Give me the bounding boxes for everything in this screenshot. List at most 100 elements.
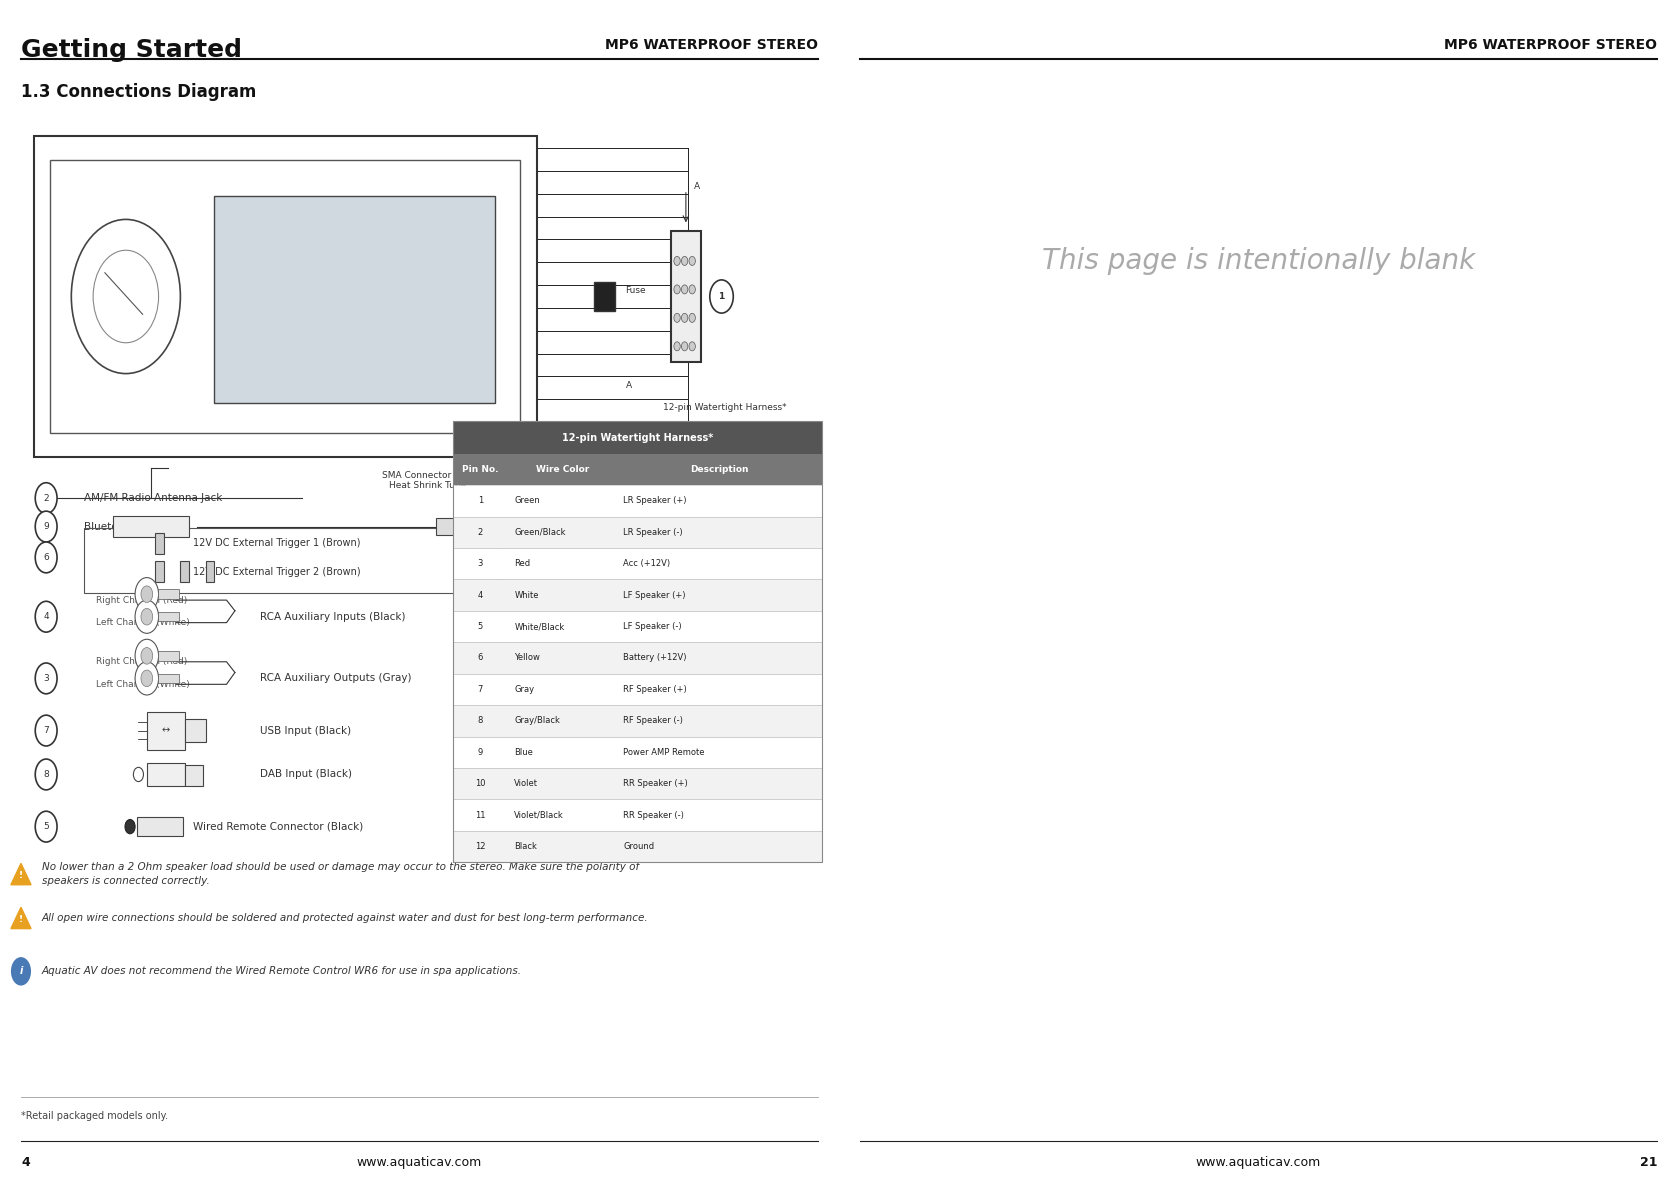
Text: 12-pin Watertight Harness*: 12-pin Watertight Harness* bbox=[562, 433, 713, 442]
Circle shape bbox=[70, 219, 180, 374]
Bar bbox=[180, 561, 188, 582]
Text: www.aquaticav.com: www.aquaticav.com bbox=[1196, 1156, 1321, 1169]
Text: USB Input (Black): USB Input (Black) bbox=[260, 726, 351, 735]
Bar bbox=[453, 421, 822, 862]
Text: LF Speaker (-): LF Speaker (-) bbox=[623, 621, 681, 631]
Circle shape bbox=[133, 767, 143, 782]
Text: ↔: ↔ bbox=[161, 726, 169, 735]
Bar bbox=[453, 643, 822, 674]
Text: 1: 1 bbox=[718, 292, 725, 301]
Text: LF Speaker (+): LF Speaker (+) bbox=[623, 591, 686, 600]
Text: Pin No.: Pin No. bbox=[461, 465, 498, 474]
Circle shape bbox=[35, 759, 57, 790]
Bar bbox=[84, 528, 503, 593]
Bar bbox=[158, 589, 178, 599]
Text: AM/FM Radio Antenna Jack: AM/FM Radio Antenna Jack bbox=[84, 493, 221, 503]
Text: 4: 4 bbox=[478, 591, 483, 600]
Text: MP6 WATERPROOF STEREO: MP6 WATERPROOF STEREO bbox=[1445, 38, 1658, 52]
Text: LR Speaker (+): LR Speaker (+) bbox=[623, 496, 686, 505]
Circle shape bbox=[681, 313, 688, 323]
Text: 3: 3 bbox=[478, 559, 483, 568]
Text: Aquatic AV does not recommend the Wired Remote Control WR6 for use in spa applic: Aquatic AV does not recommend the Wired … bbox=[42, 967, 522, 976]
Bar bbox=[453, 485, 822, 517]
Polygon shape bbox=[10, 907, 30, 929]
Text: MP6 WATERPROOF STEREO: MP6 WATERPROOF STEREO bbox=[606, 38, 819, 52]
Circle shape bbox=[35, 483, 57, 514]
Text: 1: 1 bbox=[478, 496, 483, 505]
Bar bbox=[154, 561, 164, 582]
Text: 3: 3 bbox=[44, 674, 49, 683]
Text: DAB Input (Black): DAB Input (Black) bbox=[260, 770, 352, 779]
Circle shape bbox=[675, 256, 680, 266]
Circle shape bbox=[681, 285, 688, 294]
Text: Violet: Violet bbox=[513, 779, 539, 789]
Text: No lower than a 2 Ohm speaker load should be used or damage may occur to the ste: No lower than a 2 Ohm speaker load shoul… bbox=[42, 862, 639, 886]
Circle shape bbox=[92, 250, 159, 343]
Circle shape bbox=[141, 670, 153, 687]
Text: Acc (+12V): Acc (+12V) bbox=[623, 559, 671, 568]
Bar bbox=[158, 651, 178, 661]
Text: 12V DC External Trigger 2 (Brown): 12V DC External Trigger 2 (Brown) bbox=[193, 567, 361, 576]
Text: Getting Started: Getting Started bbox=[20, 38, 242, 62]
Text: *Retail packaged models only.: *Retail packaged models only. bbox=[20, 1111, 168, 1121]
Text: 21: 21 bbox=[1639, 1156, 1658, 1169]
Text: Green: Green bbox=[513, 496, 540, 505]
Circle shape bbox=[35, 663, 57, 694]
Text: RF Speaker (-): RF Speaker (-) bbox=[623, 716, 683, 726]
Bar bbox=[185, 719, 205, 742]
Circle shape bbox=[675, 313, 680, 323]
Bar bbox=[50, 160, 520, 433]
Text: Battery (+12V): Battery (+12V) bbox=[623, 653, 686, 663]
Text: 11: 11 bbox=[475, 810, 485, 820]
Circle shape bbox=[35, 542, 57, 573]
Circle shape bbox=[35, 715, 57, 746]
Text: 10: 10 bbox=[475, 779, 485, 789]
Text: Ground: Ground bbox=[623, 842, 654, 852]
Text: Wired Remote Connector (Black): Wired Remote Connector (Black) bbox=[193, 822, 362, 831]
Bar bbox=[148, 763, 185, 786]
Text: Left Channel (White): Left Channel (White) bbox=[96, 618, 190, 627]
Text: Wire Color: Wire Color bbox=[535, 465, 589, 474]
Text: 12V DC External Trigger 1 (Brown): 12V DC External Trigger 1 (Brown) bbox=[193, 538, 361, 548]
Bar bbox=[158, 674, 178, 683]
Bar bbox=[453, 799, 822, 830]
Text: i: i bbox=[18, 967, 23, 976]
Circle shape bbox=[35, 811, 57, 842]
Text: 6: 6 bbox=[44, 553, 49, 562]
Text: Gray/Black: Gray/Black bbox=[513, 716, 560, 726]
Circle shape bbox=[690, 313, 695, 323]
Text: RR Speaker (+): RR Speaker (+) bbox=[623, 779, 688, 789]
Text: !: ! bbox=[18, 871, 23, 880]
Text: 12-pin Watertight Harness*: 12-pin Watertight Harness* bbox=[663, 403, 787, 413]
Circle shape bbox=[141, 608, 153, 625]
Circle shape bbox=[141, 648, 153, 664]
Bar bbox=[148, 712, 185, 750]
Text: SMA Connector with
Heat Shrink Tube: SMA Connector with Heat Shrink Tube bbox=[383, 471, 473, 490]
Text: All open wire connections should be soldered and protected against water and dus: All open wire connections should be sold… bbox=[42, 913, 649, 923]
Text: Red: Red bbox=[513, 559, 530, 568]
Text: 5: 5 bbox=[478, 621, 483, 631]
Circle shape bbox=[681, 342, 688, 351]
Circle shape bbox=[134, 600, 159, 633]
Circle shape bbox=[35, 511, 57, 542]
Text: White: White bbox=[513, 591, 539, 600]
Text: White/Black: White/Black bbox=[513, 621, 564, 631]
Bar bbox=[594, 282, 614, 311]
Bar bbox=[453, 737, 822, 769]
Text: 7: 7 bbox=[478, 684, 483, 694]
Bar bbox=[453, 769, 822, 799]
Text: Yellow: Yellow bbox=[513, 653, 540, 663]
Bar bbox=[154, 533, 164, 554]
Bar bbox=[453, 704, 822, 737]
Bar bbox=[453, 830, 822, 862]
Bar bbox=[185, 765, 203, 786]
Text: Bluetooth Antenna: Bluetooth Antenna bbox=[84, 522, 181, 531]
Bar bbox=[453, 421, 822, 454]
Bar bbox=[205, 561, 215, 582]
Bar bbox=[453, 517, 822, 548]
Text: This page is intentionally blank: This page is intentionally blank bbox=[1042, 247, 1475, 275]
Circle shape bbox=[12, 957, 30, 986]
Circle shape bbox=[675, 342, 680, 351]
Circle shape bbox=[681, 256, 688, 266]
Text: A: A bbox=[626, 381, 633, 390]
